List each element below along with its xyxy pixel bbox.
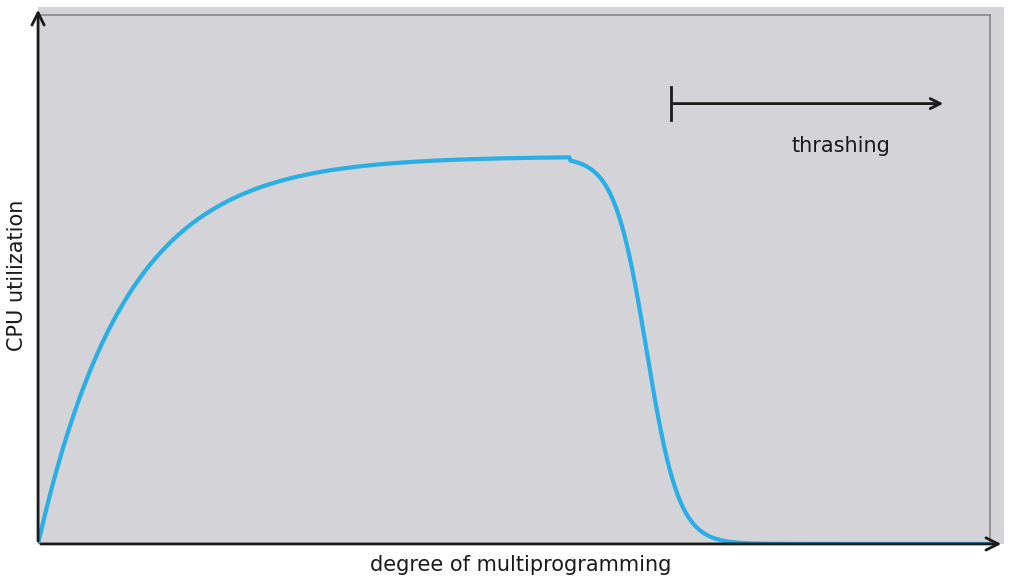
X-axis label: degree of multiprogramming: degree of multiprogramming [370,555,671,575]
Y-axis label: CPU utilization: CPU utilization [7,200,27,351]
Text: thrashing: thrashing [792,136,891,156]
